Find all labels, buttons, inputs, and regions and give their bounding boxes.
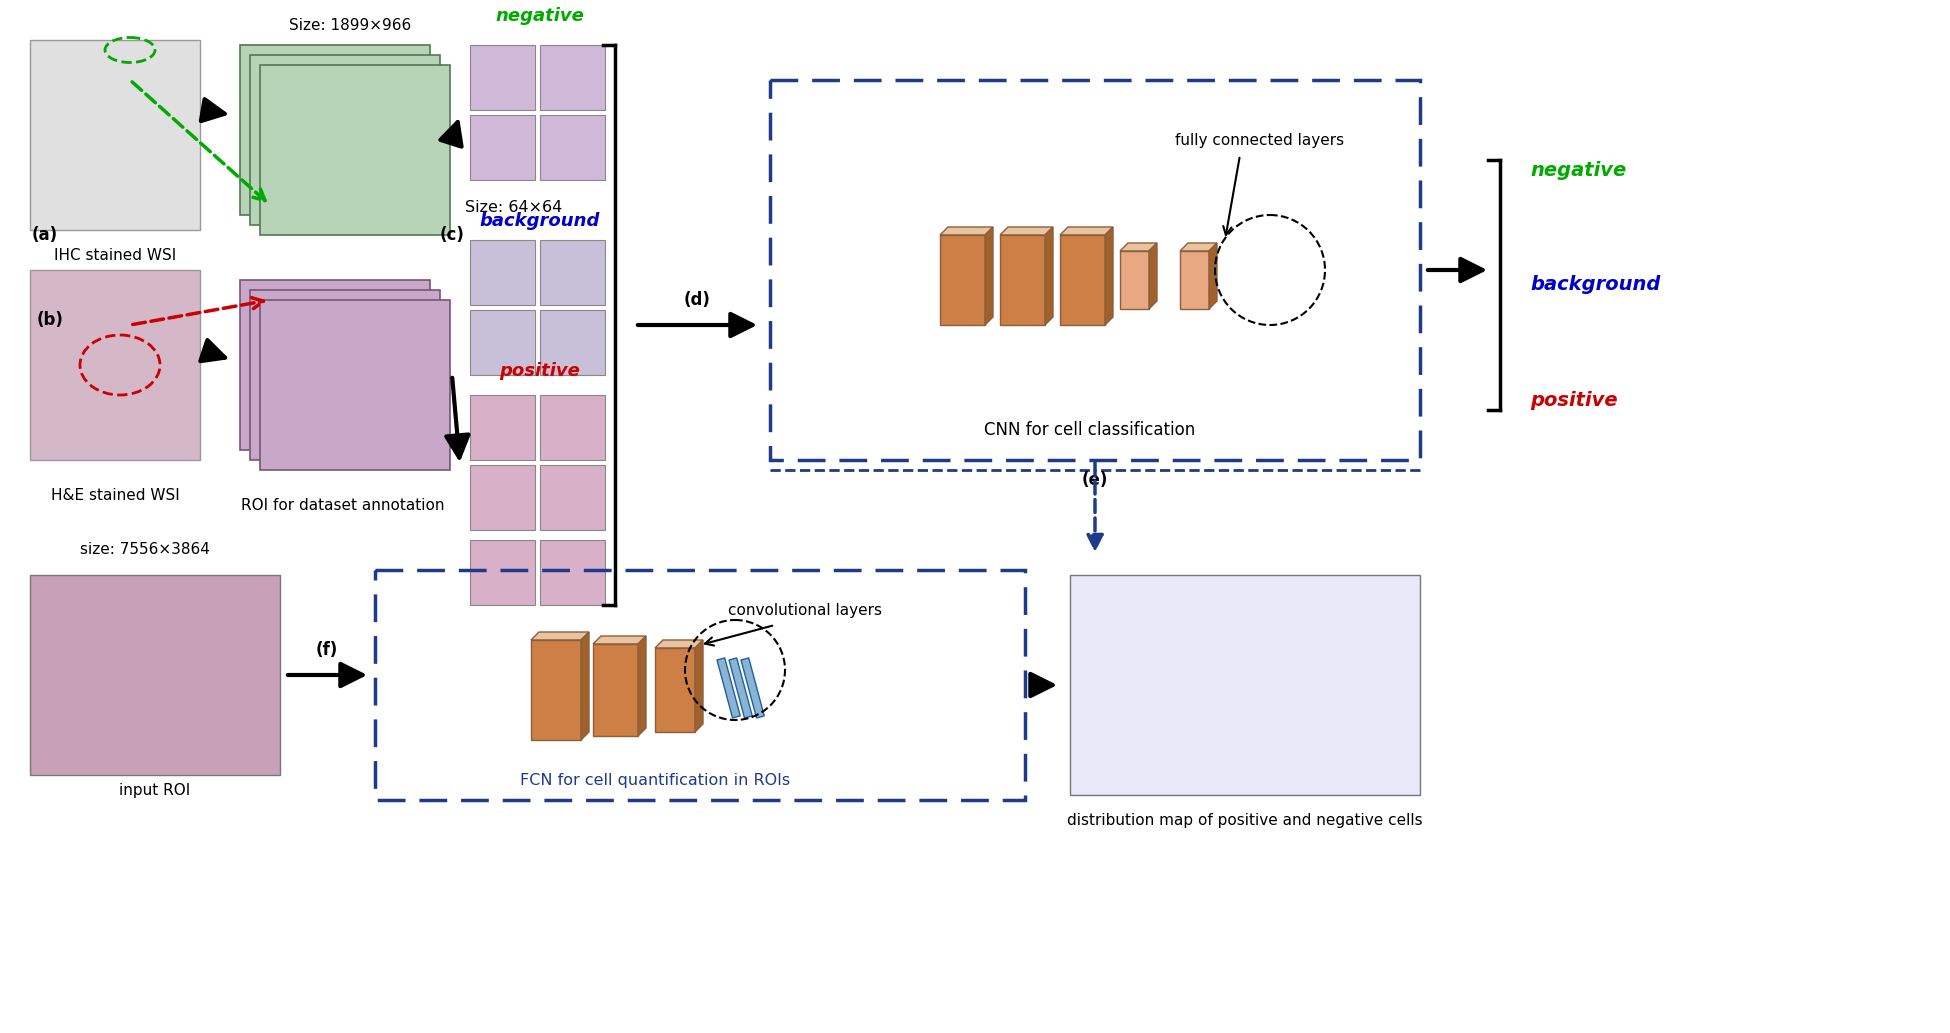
- Text: Size: 64×64: Size: 64×64: [464, 200, 562, 215]
- Text: size: 7556×3864: size: 7556×3864: [80, 542, 211, 558]
- Bar: [470, 310, 534, 375]
- Bar: [250, 55, 441, 225]
- Text: Size: 1899×966: Size: 1899×966: [289, 18, 411, 32]
- Text: convolutional layers: convolutional layers: [727, 602, 881, 618]
- Polygon shape: [1000, 227, 1053, 234]
- Polygon shape: [593, 636, 645, 644]
- Text: FCN for cell quantification in ROIs: FCN for cell quantification in ROIs: [521, 773, 790, 787]
- Bar: [470, 540, 534, 605]
- Polygon shape: [1209, 243, 1217, 309]
- Bar: [770, 80, 1420, 460]
- Bar: [718, 658, 741, 718]
- Text: distribution map of positive and negative cells: distribution map of positive and negativ…: [1067, 813, 1424, 827]
- Polygon shape: [1119, 243, 1156, 251]
- Bar: [470, 240, 534, 305]
- Polygon shape: [1180, 243, 1217, 251]
- Bar: [1061, 234, 1106, 325]
- Polygon shape: [1106, 227, 1113, 325]
- Bar: [1000, 234, 1045, 325]
- Bar: [250, 290, 441, 460]
- Bar: [29, 270, 201, 460]
- Text: H&E stained WSI: H&E stained WSI: [51, 488, 179, 502]
- Text: (b): (b): [37, 311, 64, 328]
- Bar: [1119, 251, 1149, 309]
- Text: fully connected layers: fully connected layers: [1176, 132, 1345, 148]
- Bar: [593, 644, 638, 735]
- Bar: [29, 575, 281, 775]
- Polygon shape: [1061, 227, 1113, 234]
- Bar: [470, 45, 534, 109]
- Polygon shape: [530, 632, 589, 640]
- Bar: [29, 40, 201, 230]
- Text: negative: negative: [1531, 160, 1626, 180]
- Bar: [530, 640, 581, 740]
- Text: input ROI: input ROI: [119, 783, 191, 797]
- Text: background: background: [480, 212, 601, 230]
- Bar: [741, 658, 764, 718]
- Bar: [240, 45, 431, 215]
- Polygon shape: [985, 227, 993, 325]
- Polygon shape: [1149, 243, 1156, 309]
- Bar: [259, 300, 450, 470]
- Text: IHC stained WSI: IHC stained WSI: [55, 248, 176, 262]
- Text: background: background: [1531, 276, 1659, 294]
- Bar: [374, 570, 1026, 800]
- Text: ROI for dataset annotation: ROI for dataset annotation: [242, 498, 445, 512]
- Bar: [1180, 251, 1209, 309]
- Bar: [540, 540, 604, 605]
- Text: (a): (a): [31, 226, 58, 244]
- Bar: [540, 395, 604, 460]
- Text: (f): (f): [316, 641, 337, 659]
- Text: (e): (e): [1082, 471, 1108, 489]
- Bar: [470, 465, 534, 530]
- Polygon shape: [581, 632, 589, 740]
- Bar: [540, 310, 604, 375]
- Bar: [655, 648, 694, 732]
- Text: negative: negative: [495, 7, 585, 25]
- Polygon shape: [940, 227, 993, 234]
- Bar: [1071, 575, 1420, 795]
- Text: positive: positive: [1531, 390, 1618, 409]
- Bar: [540, 240, 604, 305]
- Polygon shape: [694, 640, 704, 732]
- Bar: [729, 658, 753, 718]
- Bar: [470, 395, 534, 460]
- Text: positive: positive: [499, 362, 581, 380]
- Text: (c): (c): [439, 226, 464, 244]
- Text: (d): (d): [684, 291, 712, 309]
- Bar: [259, 65, 450, 234]
- Text: CNN for cell classification: CNN for cell classification: [985, 421, 1195, 439]
- Bar: [540, 115, 604, 180]
- Bar: [470, 115, 534, 180]
- Bar: [940, 234, 985, 325]
- Bar: [540, 465, 604, 530]
- Polygon shape: [1045, 227, 1053, 325]
- Polygon shape: [655, 640, 704, 648]
- Polygon shape: [638, 636, 645, 735]
- Bar: [240, 280, 431, 450]
- Bar: [540, 45, 604, 109]
